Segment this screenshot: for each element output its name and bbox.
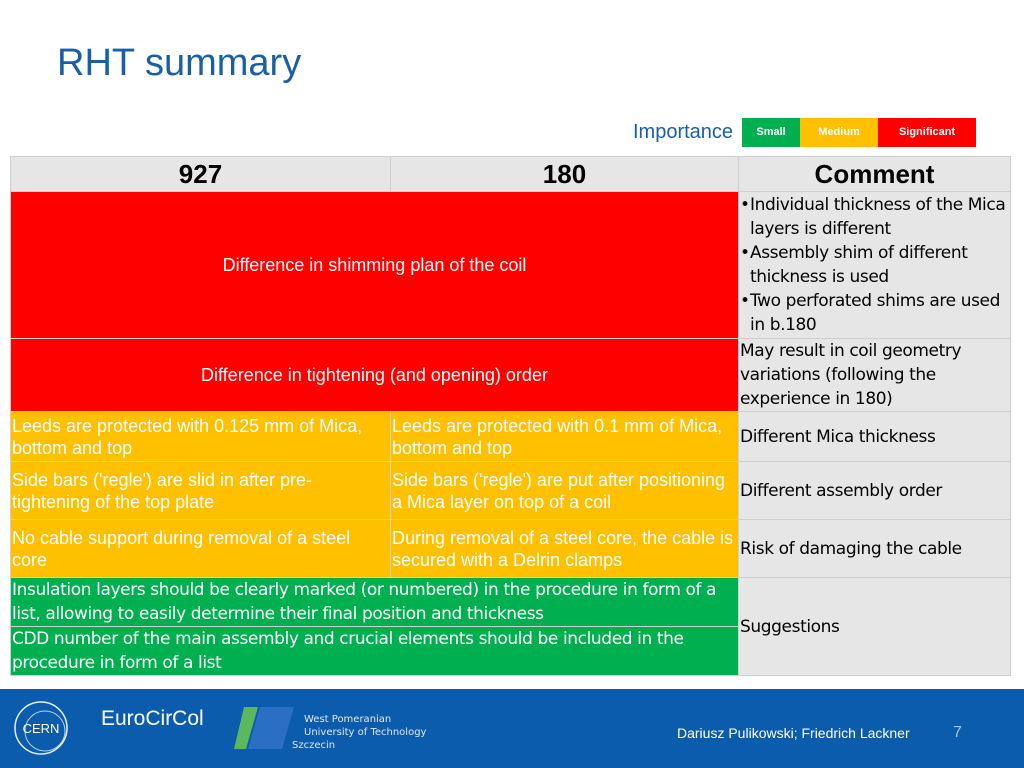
cell-927-cable-support: No cable support during removal of a ste… bbox=[10, 519, 391, 578]
row-cdd-number: CDD number of the main assembly and cruc… bbox=[10, 626, 739, 676]
comment-bullet: Assembly shim of different thickness is … bbox=[740, 241, 1009, 289]
cell-927-side-bars: Side bars ('regle') are slid in after pr… bbox=[10, 461, 391, 520]
row-tightening-order: Difference in tightening (and opening) o… bbox=[10, 338, 739, 412]
comment-mica-thickness: Different Mica thickness bbox=[738, 411, 1011, 462]
comment-bullet: Individual thickness of the Mica layers … bbox=[740, 193, 1009, 241]
page-number: 7 bbox=[953, 724, 962, 741]
legend-small: Small bbox=[742, 117, 801, 147]
cell-180-cable-support: During removal of a steel core, the cabl… bbox=[390, 519, 739, 578]
footer-authors: Dariusz Pulikowski; Friedrich Lackner bbox=[677, 725, 910, 741]
importance-legend: Importance Small Medium Significant bbox=[633, 117, 977, 147]
header-180: 180 bbox=[390, 156, 739, 192]
importance-label: Importance bbox=[633, 120, 734, 143]
slide-footer: CERN EuroCirCol West Pomeranian Universi… bbox=[0, 689, 1024, 768]
header-927: 927 bbox=[10, 156, 391, 192]
rht-summary-table: 927 180 Comment Difference in shimming p… bbox=[10, 156, 1011, 676]
table-row: Side bars ('regle') are slid in after pr… bbox=[10, 461, 1011, 520]
legend-significant: Significant bbox=[878, 117, 977, 147]
eurocircol-logo: EuroCirCol bbox=[101, 707, 204, 730]
table-row: CDD number of the main assembly and cruc… bbox=[10, 626, 1011, 676]
header-comment: Comment bbox=[738, 156, 1011, 192]
cell-180-leeds: Leeds are protected with 0.1 mm of Mica,… bbox=[390, 411, 739, 462]
comment-bullet: Two perforated shims are used in b.180 bbox=[740, 289, 1009, 337]
comment-tightening-order: May result in coil geometry variations (… bbox=[738, 338, 1011, 412]
comment-suggestions: Suggestions bbox=[738, 577, 1011, 676]
table-row: No cable support during removal of a ste… bbox=[10, 519, 1011, 578]
comment-assembly-order: Different assembly order bbox=[738, 461, 1011, 520]
slide-title: RHT summary bbox=[57, 42, 302, 84]
row-insulation-layers: Insulation layers should be clearly mark… bbox=[10, 577, 739, 627]
table-header-row: 927 180 Comment bbox=[10, 156, 1011, 192]
table-row: Difference in shimming plan of the coil … bbox=[10, 191, 1011, 339]
cern-logo: CERN bbox=[14, 701, 68, 755]
legend-medium: Medium bbox=[800, 117, 879, 147]
wput-logo-text: West Pomeranian University of Technology… bbox=[292, 714, 427, 751]
cell-180-side-bars: Side bars ('regle') are put after positi… bbox=[390, 461, 739, 520]
comment-shimming-plan: Individual thickness of the Mica layers … bbox=[738, 191, 1011, 339]
comment-cable-risk: Risk of damaging the cable bbox=[738, 519, 1011, 578]
cern-logo-text: CERN bbox=[23, 721, 60, 736]
table-row: Difference in tightening (and opening) o… bbox=[10, 338, 1011, 412]
table-row: Insulation layers should be clearly mark… bbox=[10, 577, 1011, 676]
cell-927-leeds: Leeds are protected with 0.125 mm of Mic… bbox=[10, 411, 391, 462]
row-shimming-plan: Difference in shimming plan of the coil bbox=[10, 191, 739, 339]
wput-logo bbox=[234, 707, 294, 749]
table-row: Leeds are protected with 0.125 mm of Mic… bbox=[10, 411, 1011, 462]
